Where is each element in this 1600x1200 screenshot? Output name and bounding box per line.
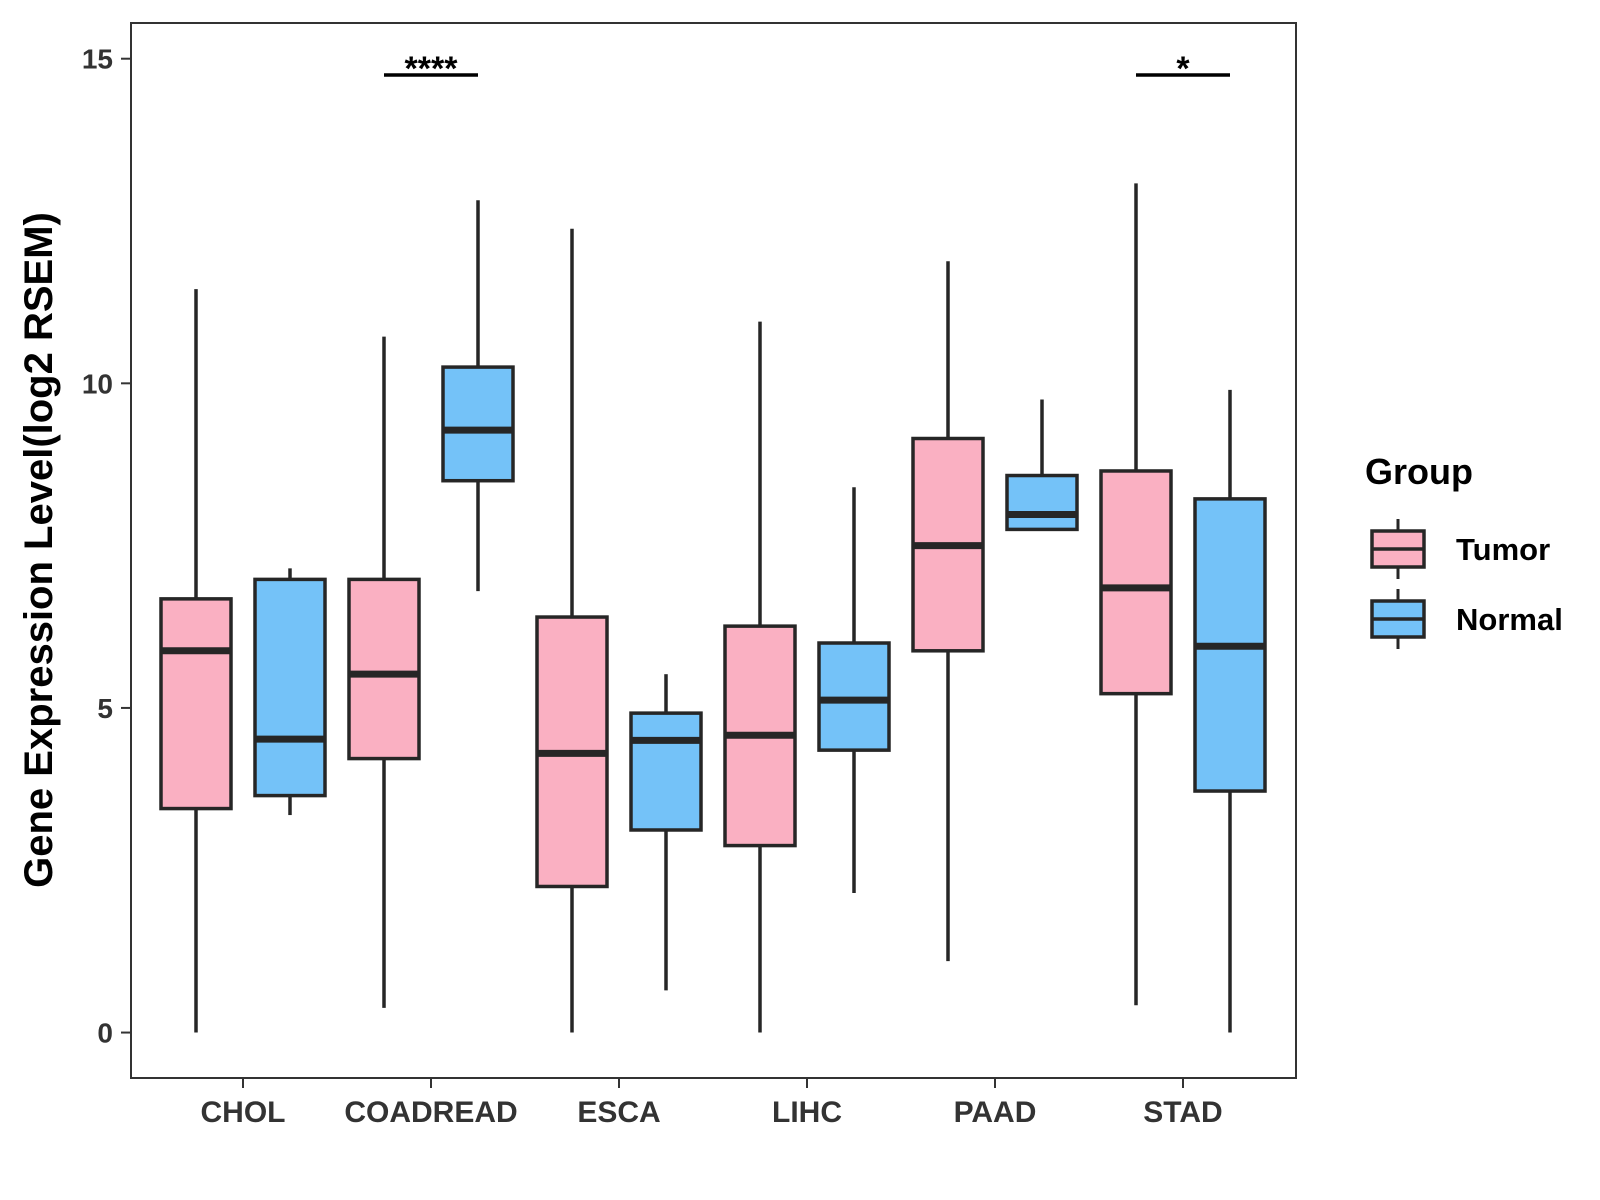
- box-normal-paad: [1005, 399, 1079, 532]
- x-tick-label-esca: ESCA: [577, 1096, 660, 1129]
- legend: Group Tumor Normal: [1365, 451, 1563, 649]
- box-iqr: [441, 365, 515, 483]
- y-tick-label: 0: [97, 1018, 113, 1049]
- box-normal-stad: [1193, 389, 1267, 1033]
- y-tick-label: 15: [82, 44, 113, 75]
- legend-label: Normal: [1456, 602, 1563, 637]
- box-normal-lihc: [817, 487, 891, 893]
- box-iqr: [253, 577, 327, 798]
- y-axis: 0 5 10 15: [82, 44, 131, 1049]
- box-iqr: [1099, 469, 1173, 696]
- box-iqr: [347, 577, 421, 761]
- significance-label: *: [1176, 50, 1190, 88]
- box-tumor-chol: [159, 289, 233, 1033]
- box-iqr: [1005, 473, 1079, 532]
- legend-title: Group: [1365, 451, 1473, 492]
- x-tick-label-stad: STAD: [1143, 1096, 1222, 1129]
- y-axis-title: Gene Expression Level(log2 RSEM): [17, 212, 61, 888]
- x-axis: CHOL COADREAD ESCA LIHC PAAD STAD: [201, 1078, 1223, 1129]
- box-tumor-coadread: [347, 336, 421, 1008]
- box-normal-coadread: [441, 200, 515, 592]
- x-tick-label-paad: PAAD: [954, 1096, 1037, 1129]
- x-tick-label-coadread: COADREAD: [344, 1096, 517, 1129]
- box-tumor-stad: [1099, 183, 1173, 1006]
- box-normal-esca: [629, 674, 703, 991]
- box-series: [159, 183, 1267, 1033]
- legend-item-tumor: Tumor: [1370, 519, 1550, 579]
- x-tick-label-chol: CHOL: [201, 1096, 286, 1129]
- y-tick-label: 5: [97, 693, 113, 724]
- significance-annotations: **** *: [384, 50, 1230, 88]
- box-tumor-lihc: [723, 321, 797, 1033]
- box-iqr: [629, 711, 703, 832]
- y-tick-label: 10: [82, 368, 113, 399]
- box-iqr: [159, 597, 233, 811]
- box-tumor-paad: [911, 261, 985, 962]
- significance-label: ****: [405, 50, 459, 88]
- legend-item-normal: Normal: [1370, 589, 1563, 649]
- x-tick-label-lihc: LIHC: [772, 1096, 842, 1129]
- box-normal-chol: [253, 568, 327, 816]
- legend-label: Tumor: [1456, 532, 1550, 567]
- box-iqr: [817, 641, 891, 752]
- box-tumor-esca: [535, 228, 609, 1033]
